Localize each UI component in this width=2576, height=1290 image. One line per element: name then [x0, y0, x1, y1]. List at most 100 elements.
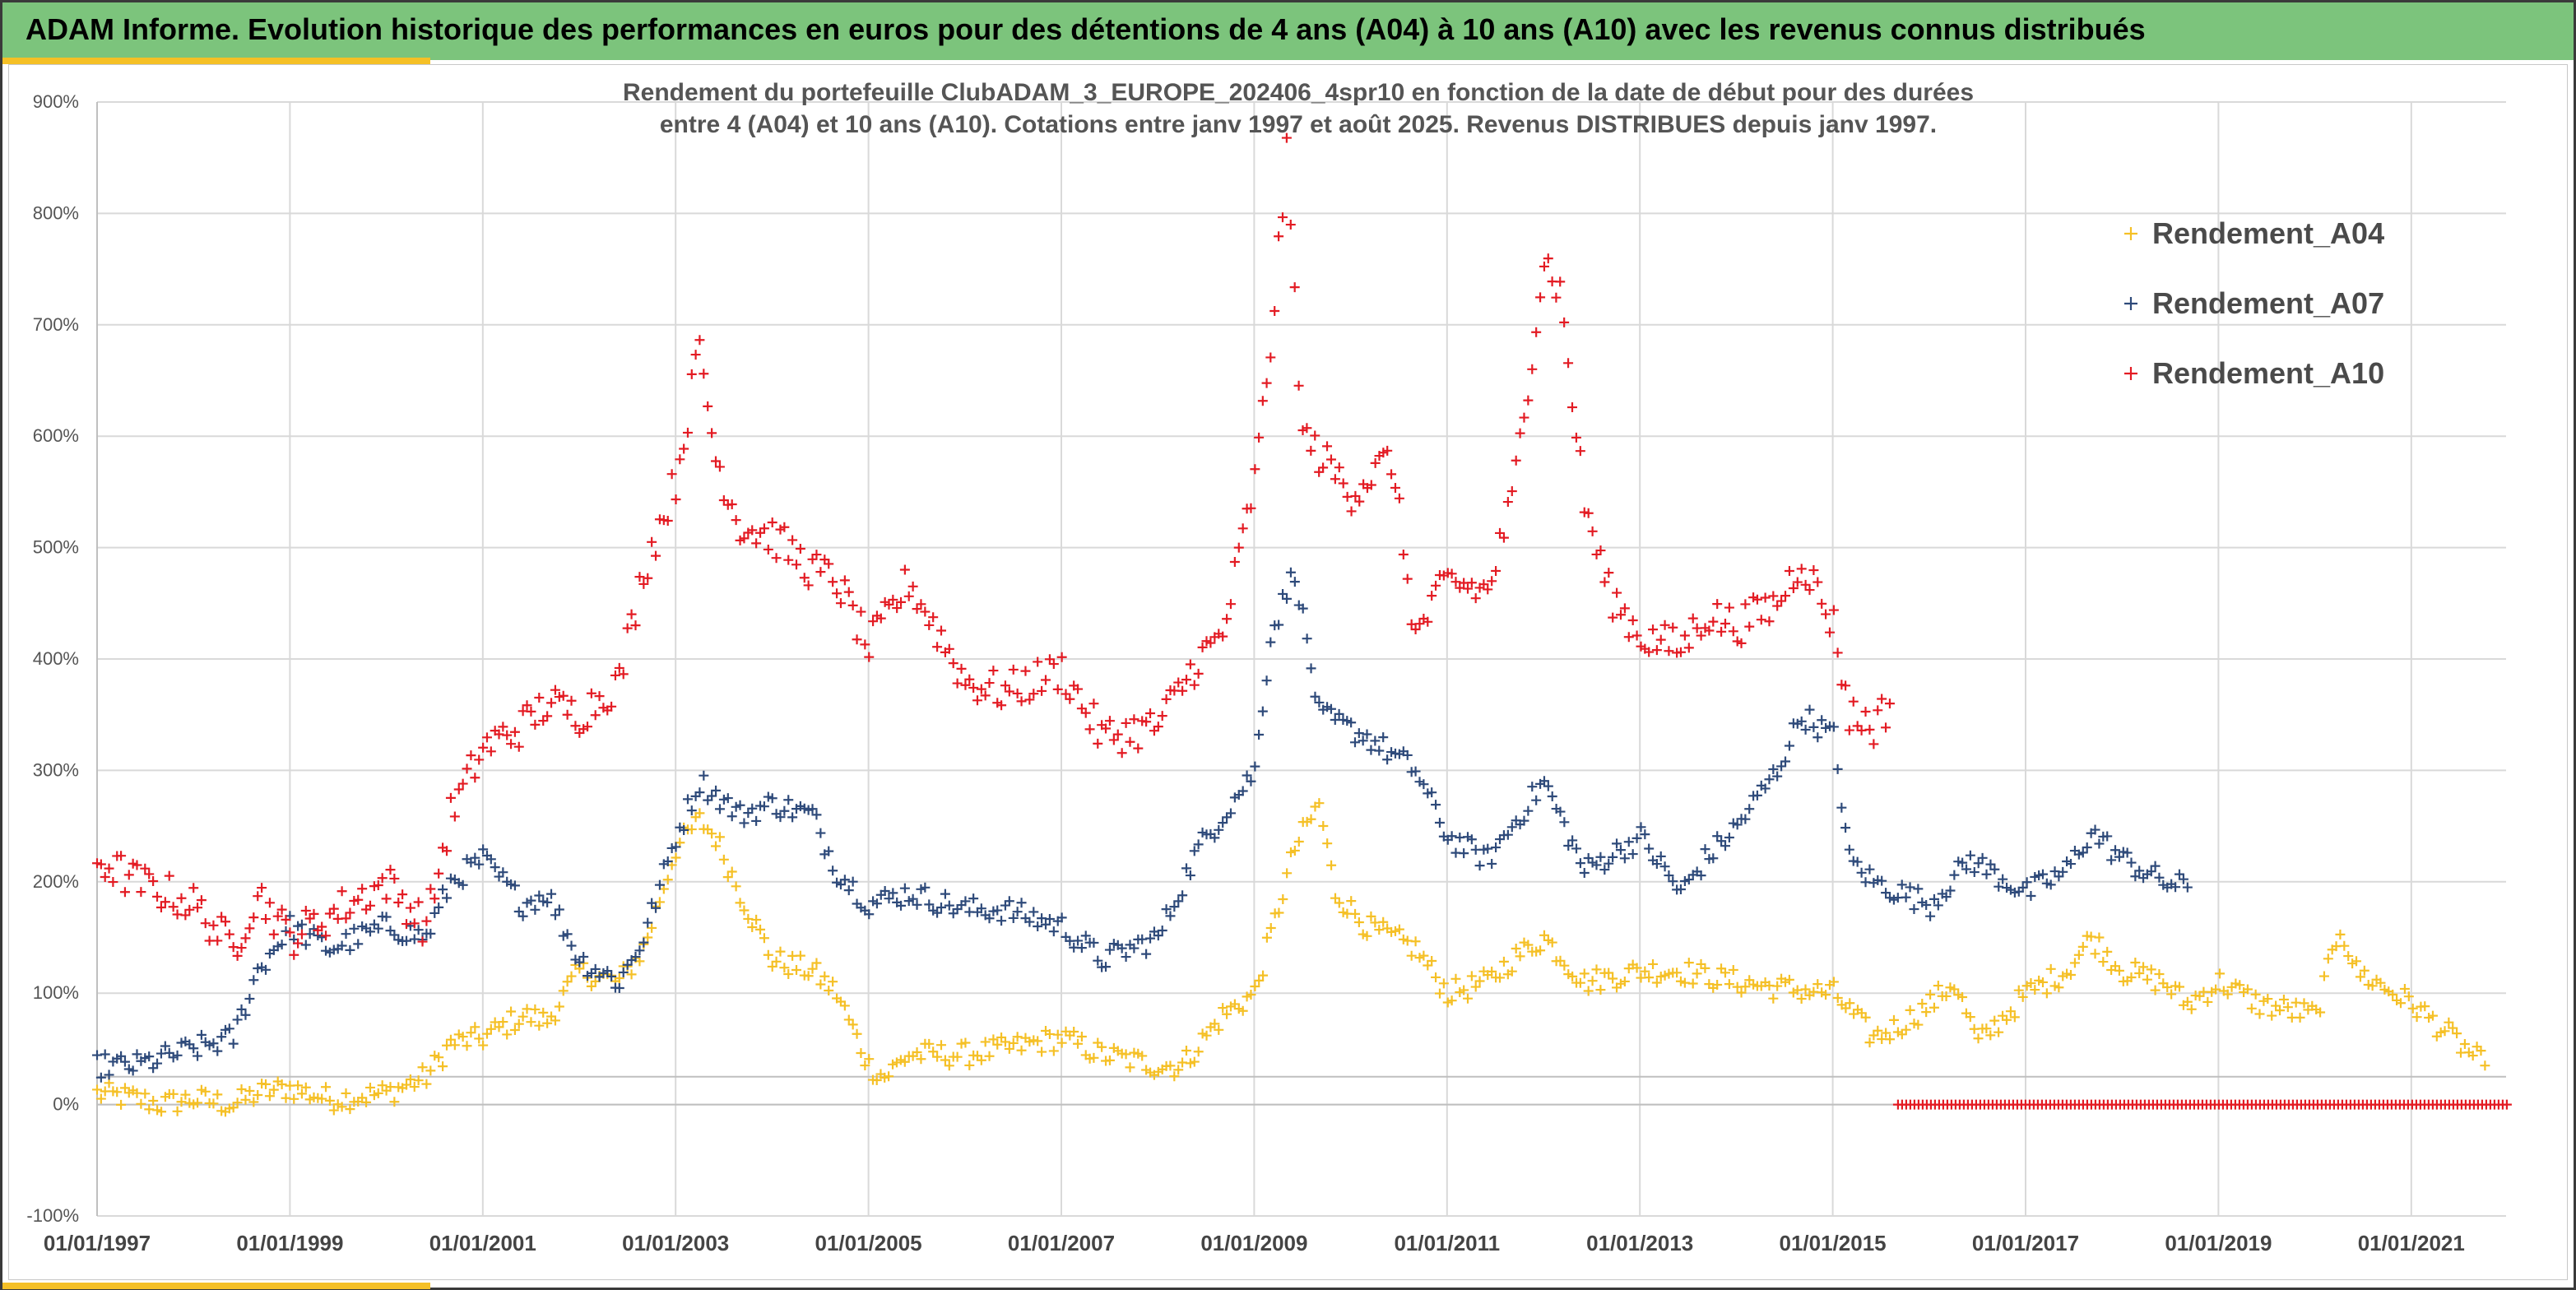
point-rendement-a07 [1896, 879, 1907, 890]
point-rendement-a10 [364, 900, 375, 911]
point-rendement-a04 [2094, 932, 2105, 943]
point-rendement-a04 [643, 932, 653, 943]
point-rendement-a04 [1957, 991, 1968, 1002]
point-rendement-a07 [1519, 815, 1529, 826]
point-rendement-a07 [1153, 930, 1163, 941]
point-rendement-a10 [562, 709, 573, 720]
point-rendement-a04 [462, 1041, 472, 1051]
point-rendement-a10 [193, 903, 203, 913]
point-rendement-a04 [932, 1051, 943, 1062]
point-rendement-a07 [1459, 848, 1469, 859]
point-rendement-a10 [1877, 694, 1887, 704]
point-rendement-a07 [562, 929, 573, 940]
point-rendement-a07 [1254, 730, 1265, 740]
point-rendement-a07 [1760, 783, 1771, 794]
point-rendement-a10 [1764, 616, 1775, 627]
point-rendement-a07 [236, 1004, 247, 1014]
point-rendement-a07 [566, 940, 577, 951]
point-rendement-a10 [1325, 454, 1336, 465]
point-rendement-a10 [1250, 464, 1260, 475]
point-rendement-a04 [1326, 860, 1337, 870]
point-rendement-a04 [208, 1098, 219, 1109]
point-rendement-a10 [1033, 657, 1043, 667]
point-rendement-a10 [1108, 735, 1119, 745]
point-rendement-a04 [1989, 1015, 2000, 1026]
point-rendement-a04 [494, 1022, 504, 1032]
point-rendement-a04 [647, 922, 657, 933]
point-rendement-a10 [389, 873, 400, 884]
point-rendement-a10 [1651, 645, 1662, 656]
point-rendement-a10 [1728, 626, 1738, 637]
point-rendement-a10 [188, 883, 199, 893]
point-rendement-a04 [156, 1107, 167, 1117]
point-rendement-a10 [1101, 723, 1112, 734]
point-rendement-a10 [726, 499, 737, 509]
point-rendement-a04 [1905, 1005, 1915, 1015]
point-rendement-a04 [324, 1095, 335, 1106]
point-rendement-a10 [132, 860, 142, 870]
point-rendement-a10 [799, 573, 810, 583]
point-rendement-a07 [1599, 865, 1610, 875]
point-rendement-a10 [248, 912, 259, 923]
point-rendement-a10 [1125, 736, 1135, 747]
point-rendement-a04 [1925, 989, 1936, 1000]
point-rendement-a04 [1431, 972, 1441, 982]
point-rendement-a04 [1812, 979, 1823, 990]
point-rendement-a10 [828, 577, 838, 587]
point-rendement-a07 [735, 800, 745, 810]
point-rendement-a07 [722, 793, 733, 804]
point-rendement-a04 [1016, 1045, 1027, 1056]
point-rendement-a07 [1796, 716, 1807, 726]
y-tick-label: 400% [33, 648, 79, 669]
point-rendement-a04 [751, 914, 762, 925]
point-rendement-a04 [2323, 954, 2333, 964]
point-rendement-a04 [1250, 981, 1260, 991]
point-rendement-a07 [1780, 756, 1791, 767]
point-rendement-a10 [481, 732, 492, 743]
point-rendement-a10 [1800, 579, 1811, 590]
point-rendement-a10 [1084, 724, 1095, 735]
point-rendement-a04 [1418, 950, 1429, 961]
point-rendement-a07 [634, 945, 645, 956]
point-rendement-a10 [317, 921, 327, 932]
point-rendement-a07 [1483, 843, 1493, 854]
point-rendement-a10 [1483, 584, 1493, 595]
chart-title-line-1: Rendement du portefeuille ClubADAM_3_EUR… [623, 79, 1974, 106]
point-rendement-a07 [1784, 740, 1794, 751]
point-rendement-a04 [168, 1088, 179, 1099]
point-rendement-a07 [485, 854, 496, 865]
point-rendement-a10 [1463, 583, 1474, 594]
point-rendement-a04 [884, 1071, 894, 1082]
point-rendement-a07 [2150, 861, 2161, 871]
point-rendement-a10 [1519, 412, 1529, 423]
point-rendement-a10 [590, 710, 601, 721]
point-rendement-a07 [244, 993, 255, 1004]
point-rendement-a07 [807, 804, 818, 814]
point-rendement-a04 [478, 1040, 489, 1051]
point-rendement-a07 [240, 1009, 251, 1020]
point-rendement-a10 [1864, 724, 1875, 735]
point-rendement-a10 [232, 950, 243, 961]
point-rendement-a04 [2439, 1026, 2450, 1037]
point-rendement-a07 [1250, 761, 1260, 772]
point-rendement-a07 [1161, 904, 1172, 915]
point-rendement-a10 [1012, 688, 1023, 698]
point-rendement-a10 [224, 929, 234, 940]
point-rendement-a04 [1004, 1043, 1014, 1054]
point-rendement-a04 [1579, 968, 1590, 979]
point-rendement-a04 [377, 1080, 388, 1091]
point-rendement-a07 [899, 883, 910, 893]
point-rendement-a07 [490, 862, 500, 873]
point-rendement-a10 [811, 550, 822, 560]
point-rendement-a10 [1804, 585, 1815, 596]
point-rendement-a04 [554, 1001, 564, 1012]
point-rendement-a10 [679, 443, 689, 454]
point-rendement-a04 [694, 808, 705, 819]
point-rendement-a10 [1724, 602, 1734, 613]
point-rendement-a07 [1076, 943, 1087, 954]
point-rendement-a04 [2186, 1004, 2197, 1014]
point-rendement-a10 [1559, 317, 1570, 327]
point-rendement-a07 [996, 916, 1007, 926]
point-rendement-a10 [666, 469, 677, 480]
point-rendement-a10 [647, 536, 657, 547]
